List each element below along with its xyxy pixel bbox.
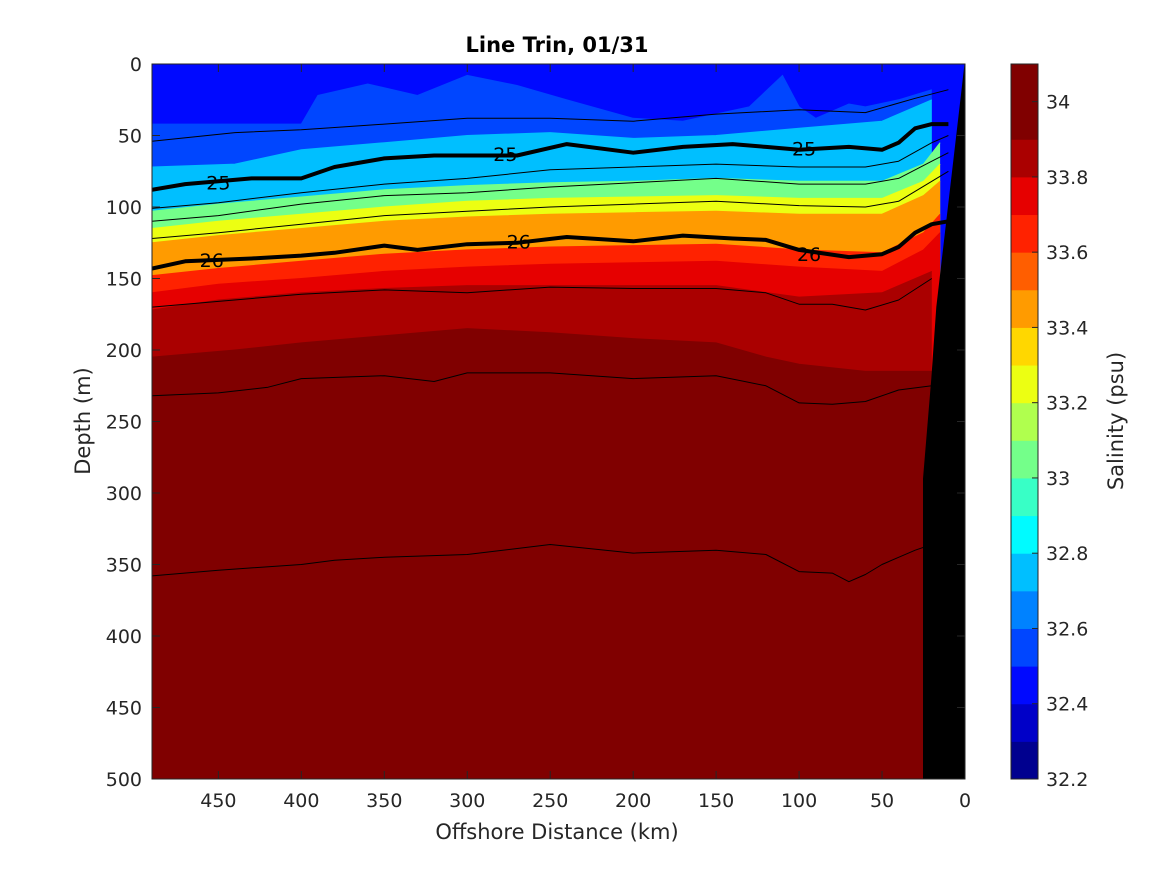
colorbar-tick-label-8: 33.8 [1046, 167, 1088, 189]
density-contour-2 [152, 135, 949, 209]
colorbar-swatch-8 [1011, 440, 1038, 479]
colorbar-swatch-2 [1011, 666, 1038, 705]
x-tick-label-7: 100 [781, 790, 817, 812]
y-tick-label-2: 100 [106, 197, 142, 219]
salinity-fill-layer [152, 64, 965, 779]
x-axis-label: Offshore Distance (km) [435, 820, 678, 844]
y-tick-label-3: 150 [106, 269, 142, 291]
contour-label-4: 26 [507, 231, 531, 253]
colorbar-swatch-16 [1011, 139, 1038, 178]
x-tick-label-4: 250 [532, 790, 568, 812]
y-tick-label-8: 400 [106, 626, 142, 648]
density-contour-1 [152, 122, 949, 192]
colorbar-tick-label-4: 33 [1046, 468, 1070, 490]
density-contour-7 [152, 372, 932, 405]
bathymetry-layer [923, 64, 965, 779]
y-axis: 0 50 100 150 200 250 300 350 400 450 500 [106, 54, 965, 791]
y-tick-label-4: 200 [106, 340, 142, 362]
density-contour-0 [152, 89, 949, 142]
x-tick-label-8: 50 [870, 790, 894, 812]
x-tick-label-2: 350 [366, 790, 402, 812]
density-contour-layer [152, 89, 949, 583]
x-tick-label-9: 0 [959, 790, 971, 812]
salinity-isoline-layer [152, 74, 941, 779]
salinity-isoline-2 [152, 142, 941, 212]
salinity-isoline-4 [152, 180, 941, 244]
salinity-isoline-10 [152, 606, 929, 779]
colorbar-tick-label-7: 33.6 [1046, 242, 1088, 264]
y-tick-label-10: 500 [106, 769, 142, 791]
colorbar-swatch-5 [1011, 553, 1038, 592]
y-tick-label-1: 50 [118, 126, 142, 148]
density-contour-4 [152, 170, 949, 239]
y-tick-label-5: 250 [106, 412, 142, 434]
colorbar-swatch-1 [1011, 703, 1038, 742]
colorbar-tick-label-1: 32.4 [1046, 694, 1088, 716]
contour-label-2: 25 [792, 138, 816, 160]
colorbar-swatch-4 [1011, 590, 1038, 629]
salinity-isoline-7 [152, 270, 932, 311]
colorbar-tick-label-5: 33.2 [1046, 393, 1088, 415]
colorbar-label: Salinity (psu) [1104, 352, 1128, 490]
contour-label-layer: 25 25 25 26 26 26 [200, 138, 821, 272]
density-contour-8 [152, 544, 932, 583]
colorbar-swatch-14 [1011, 214, 1038, 253]
salinity-isoline-8 [152, 328, 932, 372]
density-contour-6 [152, 278, 933, 311]
colorbar-swatch-10 [1011, 365, 1038, 404]
y-axis-label: Depth (m) [71, 367, 95, 474]
colorbar [1011, 64, 1038, 780]
plot-area: 25 25 25 26 26 26 [152, 64, 965, 779]
colorbar-swatch-18 [1011, 64, 1038, 103]
density-contour-3 [152, 152, 949, 222]
colorbar-tick-label-2: 32.6 [1046, 618, 1088, 640]
colorbar-tick-label-0: 32.2 [1046, 769, 1088, 791]
x-tick-label-6: 150 [698, 790, 734, 812]
chart-title: Line Trin, 01/31 [465, 33, 648, 57]
x-tick-label-0: 450 [200, 790, 236, 812]
colorbar-swatch-9 [1011, 402, 1038, 441]
contour-label-0: 25 [206, 173, 230, 195]
salinity-band-10 [152, 607, 929, 779]
colorbar-frame [1010, 63, 1039, 780]
salinity-isoline-0 [152, 74, 932, 125]
salinity-isoline-3 [152, 163, 941, 229]
y-tick-label-9: 450 [106, 698, 142, 720]
salinity-band-9 [152, 421, 932, 779]
colorbar-swatch-12 [1011, 289, 1038, 328]
salinity-isoline-6 [152, 232, 941, 294]
contour-label-1: 25 [493, 144, 517, 166]
colorbar-swatch-7 [1011, 477, 1038, 517]
colorbar-ticks: 32.2 32.4 32.6 32.8 33 33.2 33.4 33.6 33.8 34 [1032, 92, 1088, 791]
x-axis: 450 400 350 300 250 200 150 100 50 0 [200, 64, 971, 812]
colorbar-swatch-6 [1011, 515, 1038, 554]
colorbar-swatch-15 [1011, 176, 1038, 216]
colorbar-swatch-13 [1011, 252, 1038, 291]
colorbar-tick-label-3: 32.8 [1046, 543, 1088, 565]
bathymetry [923, 64, 965, 779]
density-contour-5 [152, 219, 949, 271]
colorbar-swatch-11 [1011, 327, 1038, 366]
y-tick-label-7: 350 [106, 555, 142, 577]
x-tick-label-1: 400 [283, 790, 319, 812]
colorbar-swatch-17 [1011, 101, 1038, 140]
colorbar-tick-label-6: 33.4 [1046, 317, 1088, 339]
x-tick-label-3: 300 [449, 790, 485, 812]
contour-label-5: 26 [797, 244, 821, 266]
y-tick-label-6: 300 [106, 483, 142, 505]
y-tick-label-0: 0 [130, 54, 142, 76]
colorbar-tick-label-9: 34 [1046, 92, 1070, 114]
x-tick-label-5: 200 [615, 790, 651, 812]
colorbar-swatch-0 [1011, 741, 1038, 780]
colorbar-swatch-3 [1011, 628, 1038, 667]
salinity-isoline-9 [152, 421, 932, 601]
contour-label-3: 26 [200, 250, 224, 272]
salinity-isoline-1 [152, 99, 932, 168]
